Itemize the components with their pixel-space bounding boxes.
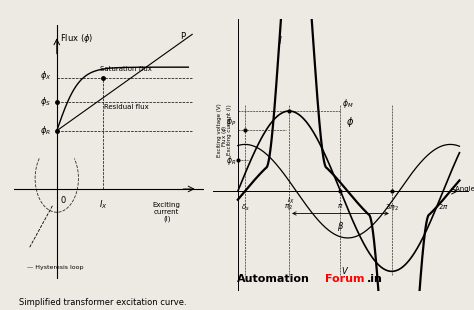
Text: $\phi_M$: $\phi_M$ <box>342 97 354 110</box>
Text: Simplified transformer excitation curve.: Simplified transformer excitation curve. <box>19 298 187 307</box>
Text: Forum: Forum <box>325 274 364 284</box>
Text: Automation: Automation <box>237 274 310 284</box>
Text: V: V <box>341 267 346 276</box>
Text: P: P <box>181 32 186 41</box>
Text: Exciting
current
(I): Exciting current (I) <box>153 202 181 222</box>
Text: $\phi$: $\phi$ <box>346 115 354 129</box>
Text: Flux ($\phi$): Flux ($\phi$) <box>220 124 229 147</box>
Text: $I_X$: $I_X$ <box>99 198 108 211</box>
Text: $\beta$: $\beta$ <box>337 220 344 233</box>
Text: $\pi_{\!/2}$: $\pi_{\!/2}$ <box>284 202 294 212</box>
Text: Saturation flux: Saturation flux <box>100 66 152 73</box>
Text: $I_X$: $I_X$ <box>286 196 294 206</box>
Text: $\phi_R$: $\phi_R$ <box>40 124 51 137</box>
Text: Exciting current (I): Exciting current (I) <box>227 104 232 155</box>
Text: .in: .in <box>367 274 383 284</box>
Text: Exciting voltage (V): Exciting voltage (V) <box>218 103 222 157</box>
Text: — Hysteresis loop: — Hysteresis loop <box>27 265 84 270</box>
Text: Flux ($\phi$): Flux ($\phi$) <box>60 32 93 45</box>
Text: Angle (δ): Angle (δ) <box>455 186 474 192</box>
Text: $\phi_R$: $\phi_R$ <box>226 153 236 166</box>
Text: $3\pi_{\!/2}$: $3\pi_{\!/2}$ <box>385 202 399 213</box>
Text: Residual flux: Residual flux <box>104 104 149 110</box>
Text: $\phi_S$: $\phi_S$ <box>40 95 51 108</box>
Text: I: I <box>279 36 282 46</box>
Text: $\phi_X$: $\phi_X$ <box>40 69 51 82</box>
Text: $\phi_P$: $\phi_P$ <box>226 115 236 128</box>
Text: 0: 0 <box>61 197 66 206</box>
Text: $2\pi$: $2\pi$ <box>438 202 448 211</box>
Text: $\pi$: $\pi$ <box>337 202 344 210</box>
Text: $\delta_s$: $\delta_s$ <box>241 202 249 213</box>
